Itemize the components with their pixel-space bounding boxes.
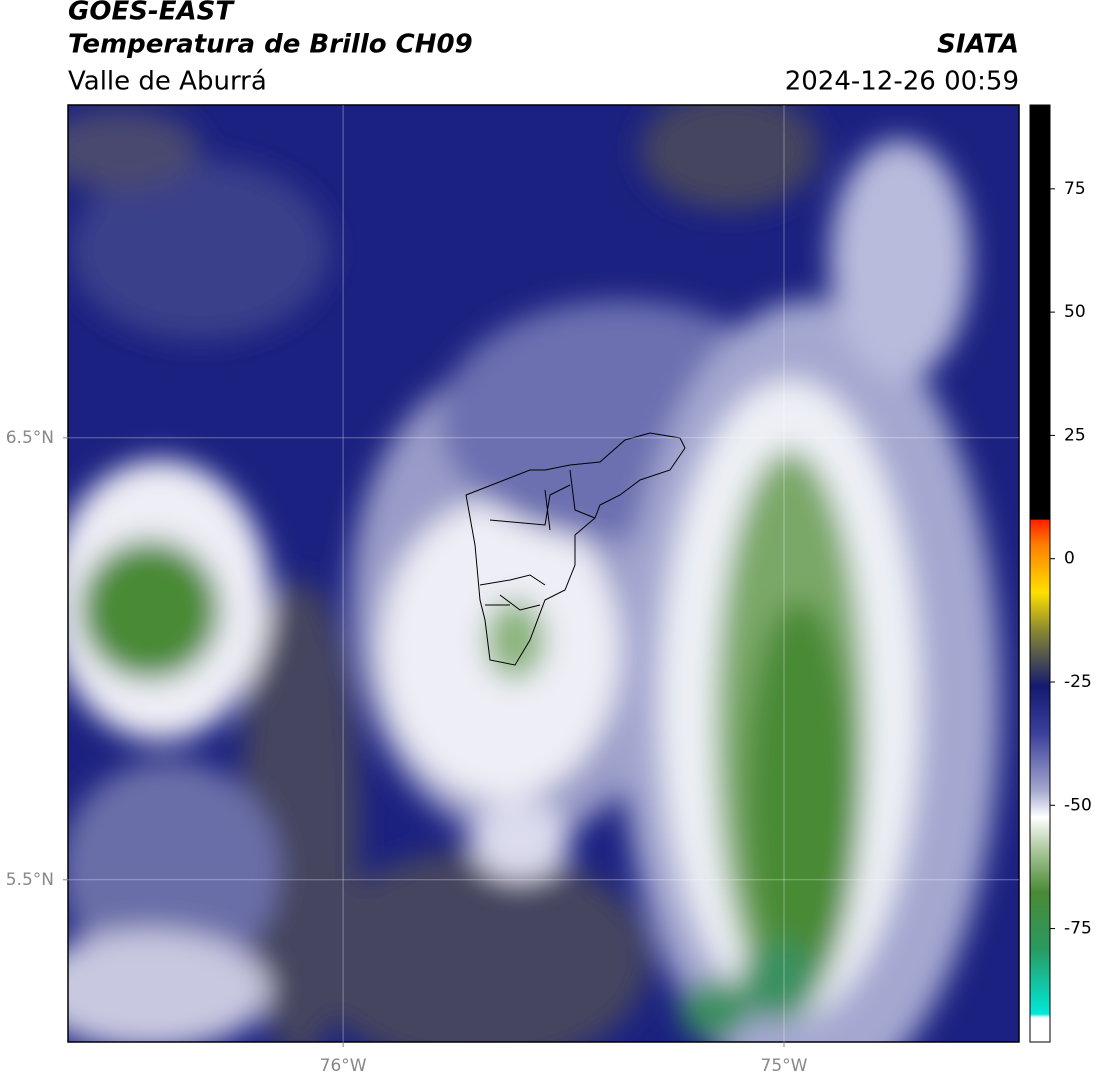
x-tick-label: 76°W [320,1056,367,1076]
colorbar-tick-label: -75 [1064,919,1092,939]
region: Valle de Aburrá [68,67,267,97]
satellite-image [68,105,1019,1042]
colorbar-tick-label: -50 [1064,795,1092,815]
y-tick-label: 6.5°N [6,428,54,448]
colorbar-axes: 75 50 25 0 -25 -50 -75 [1050,179,1092,939]
colorbar-tick-label: 50 [1064,302,1086,322]
colorbar-tick-label: -25 [1064,672,1092,692]
colorbar-tick-label: 0 [1064,549,1075,569]
source: SIATA [937,30,1019,60]
y-tick-label: 5.5°N [6,870,54,890]
colorbar-tick-label: 75 [1064,179,1086,199]
municipal-boundaries [465,432,686,666]
x-tick-label: 75°W [761,1056,808,1076]
map-axes: 76°W 75°W 6.5°N 5.5°N [6,105,1019,1076]
subtitle: Temperatura de Brillo CH09 [68,30,473,60]
colorbar-tick-label: 25 [1064,425,1086,445]
datetime: 2024-12-26 00:59 [785,67,1019,97]
map-frame [67,104,1020,1043]
colorbar [1029,104,1051,1043]
title: GOES-EAST [68,0,235,27]
